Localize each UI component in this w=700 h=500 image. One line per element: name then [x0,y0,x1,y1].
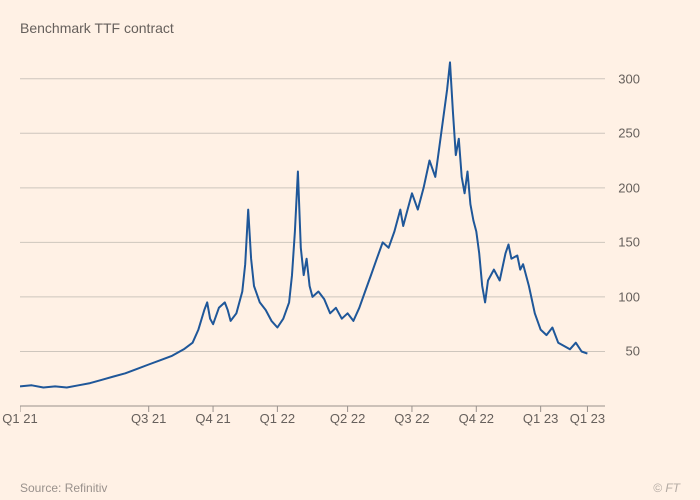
plot-area: 50100150200250300 Q1 21Q3 21Q4 21Q1 22Q2… [20,46,640,406]
y-axis-label: 250 [618,126,640,141]
x-axis-label: Q1 23 [523,411,558,426]
x-axis-label: Q2 22 [330,411,365,426]
chart-subtitle: Benchmark TTF contract [20,20,680,36]
source-label: Source: Refinitiv [20,481,107,495]
x-axis-label: Q1 22 [260,411,295,426]
y-axis-labels: 50 100 150 200 250 300 [605,46,640,406]
gridlines [20,79,605,352]
x-axis-label: Q1 23 [570,411,605,426]
y-axis-label: 100 [618,289,640,304]
x-axis-label: Q4 22 [459,411,494,426]
x-axis-labels: Q1 21Q3 21Q4 21Q1 22Q2 22Q3 22Q4 22Q1 23… [20,411,605,431]
chart-container: Benchmark TTF contract 50 100 150 200 250 300… [20,20,680,450]
y-axis-label: 300 [618,71,640,86]
x-axis-label: Q3 21 [131,411,166,426]
line-series [20,62,587,387]
x-axis-label: Q4 21 [195,411,230,426]
x-axis-label: Q1 21 [2,411,37,426]
x-axis-label: Q3 22 [394,411,429,426]
y-axis-label: 50 [626,344,640,359]
copyright-label: © FT [653,481,680,495]
y-axis-label: 150 [618,235,640,250]
y-axis-label: 200 [618,180,640,195]
chart-svg [20,46,640,436]
